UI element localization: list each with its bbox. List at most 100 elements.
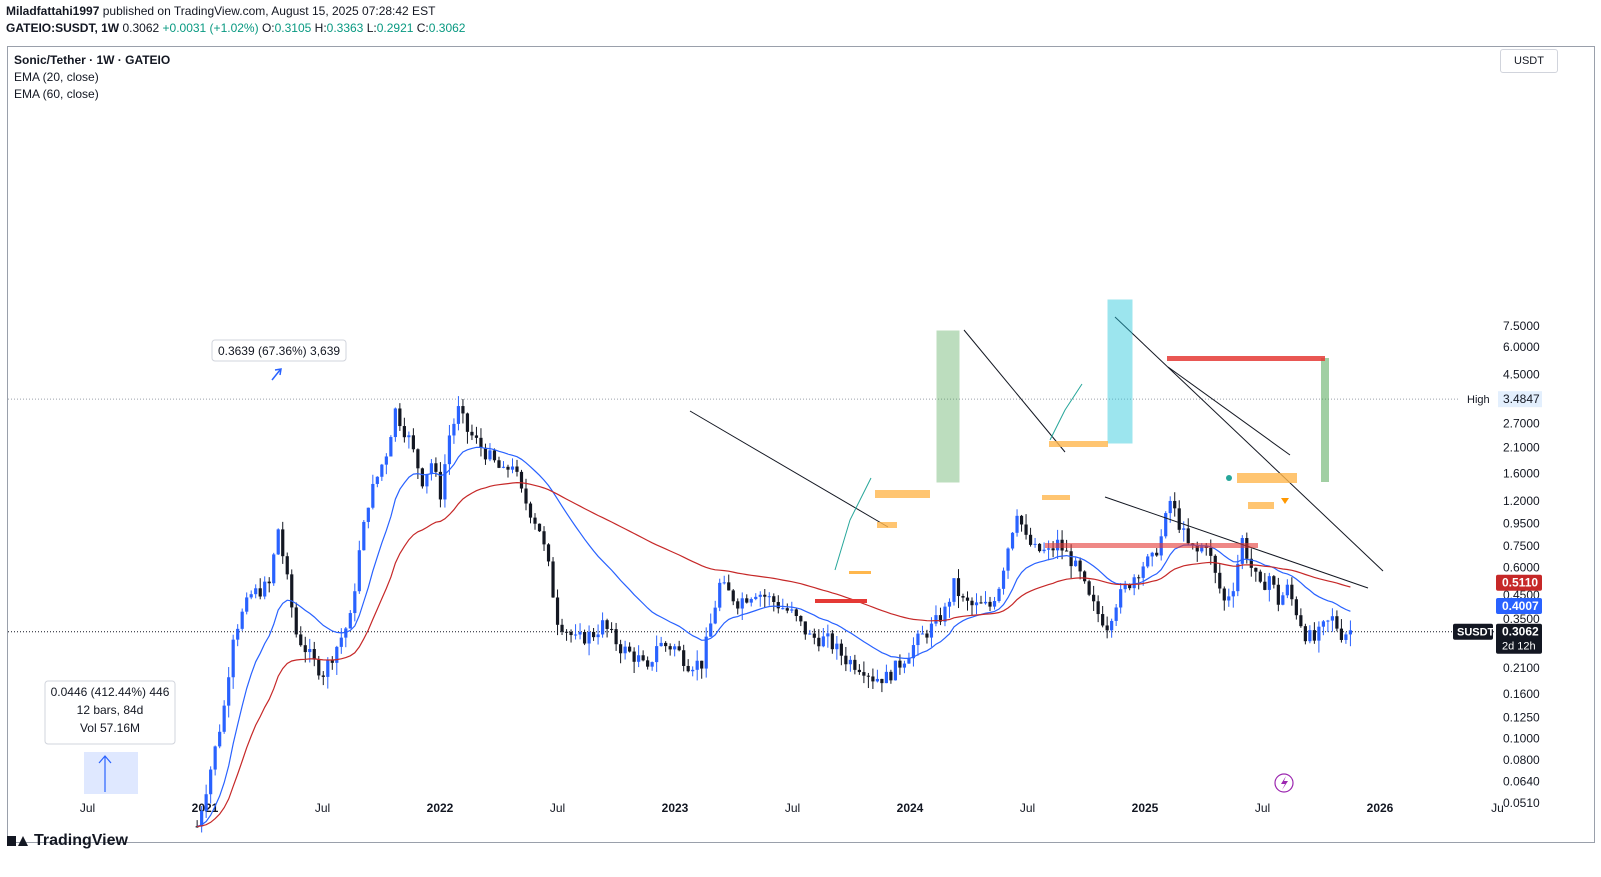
candle-body (447, 435, 452, 465)
candle-body (997, 588, 1001, 602)
measure-tooltip-text: 0.3639 (67.36%) 3,639 (218, 344, 340, 358)
orange-zone (849, 571, 871, 574)
x-tick-label: 2023 (662, 801, 689, 815)
y-tick-label: 0.2100 (1503, 661, 1540, 675)
author-name: Miladfattahi1997 (6, 4, 100, 18)
legend-ema20[interactable]: EMA (20, close) (14, 70, 99, 84)
y-tick-label: 0.9500 (1503, 516, 1540, 530)
candle-body (1317, 626, 1321, 641)
x-tick-label: 2025 (1132, 801, 1159, 815)
measure-arrow-head (98, 755, 112, 764)
candle-body (1290, 584, 1294, 600)
candle-body (434, 463, 438, 472)
candle-body (911, 645, 916, 659)
legend-ema60[interactable]: EMA (60, close) (14, 87, 99, 101)
candle-body (456, 406, 461, 424)
x-tick-label: Ju (1491, 801, 1504, 815)
candle-body (420, 468, 424, 487)
candle-body (938, 615, 943, 622)
candle-body (1105, 625, 1109, 631)
candle-body (803, 621, 807, 635)
candle-body (1010, 532, 1015, 549)
candle-body (195, 826, 199, 828)
candle-body (357, 550, 361, 592)
trend-line (1114, 316, 1384, 572)
candle-body (794, 609, 798, 617)
high-label-text: High (1467, 394, 1490, 406)
candle-body (790, 609, 794, 611)
candle-body (407, 435, 411, 438)
candle-body (240, 611, 244, 629)
candle-body (425, 474, 429, 487)
candle-body (1344, 634, 1348, 640)
tradingview-logo[interactable]: TradingView (7, 832, 128, 850)
candle-body (713, 607, 717, 624)
candle-body (294, 607, 298, 635)
low-value: 0.2921 (376, 21, 414, 35)
candle-body (200, 810, 204, 827)
ema60-price-badge (1496, 574, 1542, 591)
candle-body (641, 655, 645, 661)
candle-body (722, 582, 726, 584)
candle-body (623, 646, 627, 654)
candle-body (506, 466, 510, 470)
candle-body (875, 678, 879, 682)
candle-body (808, 633, 812, 635)
candle-body (970, 600, 974, 606)
last-price-badge (1496, 623, 1542, 654)
candle-body (646, 660, 650, 667)
trend-line (963, 329, 1066, 453)
candle-body (344, 628, 348, 638)
candle-body (943, 606, 947, 622)
candle-body (677, 646, 681, 651)
candle-body (578, 632, 582, 635)
chart-legend: Sonic/Tether · 1W · GATEIO EMA (20, clos… (14, 52, 170, 103)
y-tick-label: 2.7000 (1503, 417, 1540, 431)
candle-body (821, 636, 825, 647)
candle-body (1312, 630, 1316, 641)
down-triangle-icon (1281, 498, 1289, 504)
high-price-value: 3.4847 (1503, 392, 1540, 406)
candle-body (339, 637, 343, 647)
candle-body (1335, 616, 1339, 629)
candle-body (1155, 552, 1159, 556)
close-label: C: (416, 21, 429, 35)
y-tick-label: 2.1000 (1503, 441, 1540, 455)
candle-body (907, 658, 911, 664)
currency-unit-button[interactable]: USDT (1500, 49, 1558, 73)
candle-body (1258, 571, 1262, 582)
orange-zone (875, 490, 930, 498)
candle-body (470, 431, 474, 436)
candle-body (492, 450, 497, 461)
y-tick-label: 0.1250 (1503, 710, 1540, 724)
candle-body (1096, 601, 1100, 615)
y-tick-label: 4.5000 (1503, 368, 1540, 382)
y-tick-label: 0.1600 (1503, 687, 1540, 701)
candle-body (591, 631, 596, 638)
candle-body (1065, 550, 1069, 552)
last-price-value: 0.3062 (1502, 625, 1539, 639)
candle-body (222, 705, 226, 732)
candle-body (236, 628, 240, 640)
candle-body (655, 646, 659, 663)
y-tick-label: 1.2000 (1503, 494, 1540, 508)
symbol-label: GATEIO:SUSDT, 1W (6, 21, 120, 35)
candle-body (366, 507, 370, 522)
orange-zone (877, 522, 897, 528)
candle-body (1281, 595, 1285, 605)
candle-body (1132, 577, 1136, 589)
price-value: 0.3062 (122, 21, 160, 35)
candle-body (542, 531, 546, 545)
candle-body (902, 663, 907, 668)
candle-body (1303, 626, 1307, 642)
candle-body (1218, 572, 1222, 589)
candle-body (830, 633, 834, 650)
candle-body (1024, 524, 1028, 535)
legend-title[interactable]: Sonic/Tether · 1W · GATEIO (14, 53, 171, 67)
candle-body (866, 675, 870, 677)
trend-line (1167, 366, 1291, 456)
candle-body (772, 596, 776, 603)
candle-body (637, 655, 641, 662)
candle-body (317, 659, 321, 676)
